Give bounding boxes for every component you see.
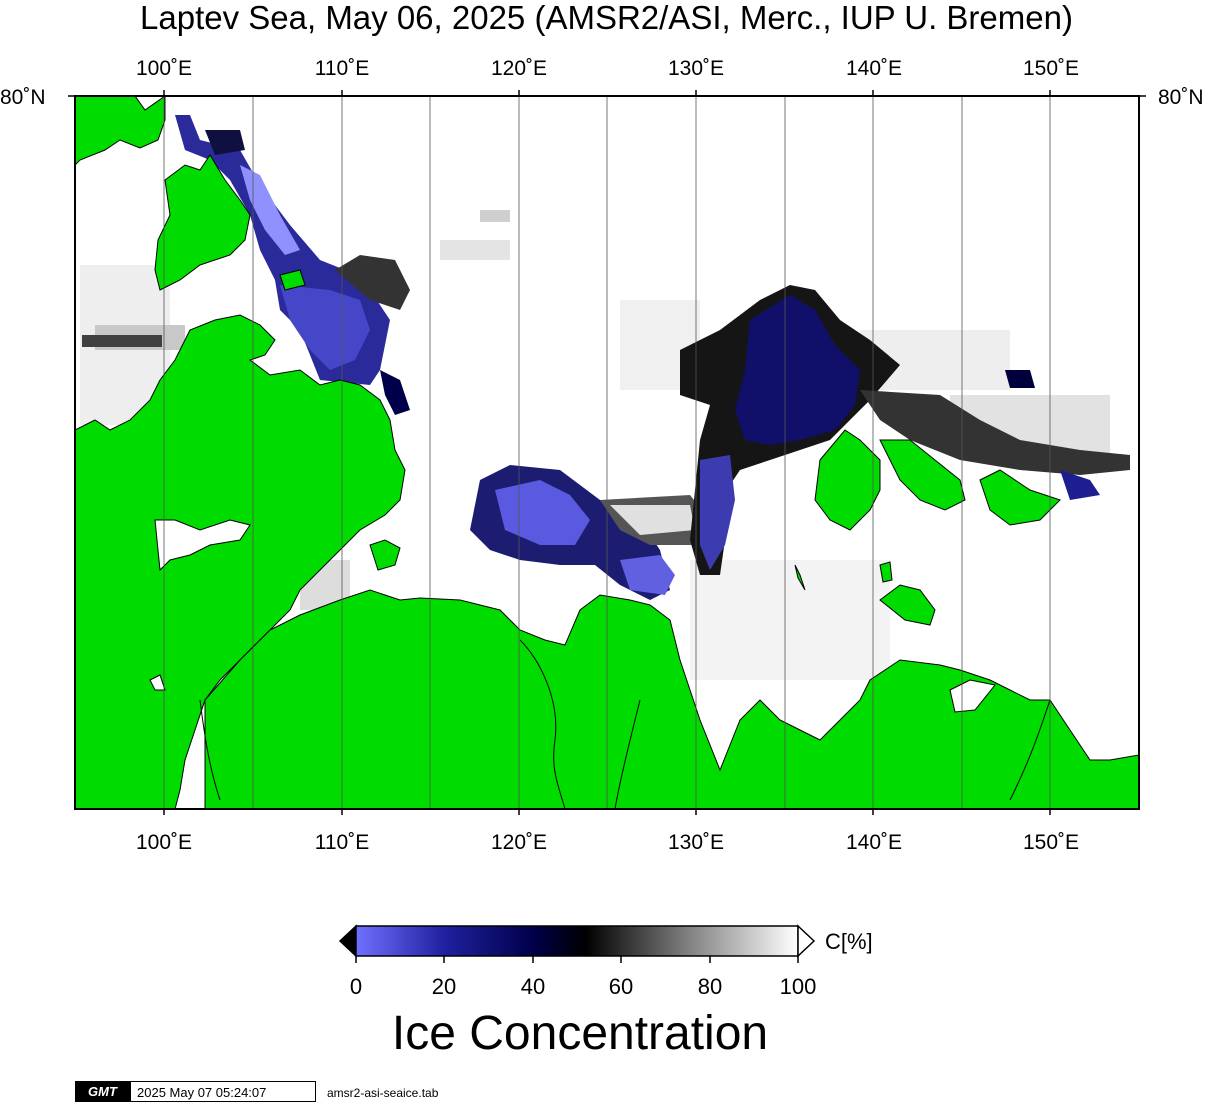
colorbar-tick-label: 100 xyxy=(779,974,817,999)
colorbar-tick-label: 40 xyxy=(520,974,546,999)
lon-label-top-150e: 150˚E xyxy=(1022,57,1080,80)
map-frame xyxy=(74,95,1140,810)
map-title: Laptev Sea, May 06, 2025 (AMSR2/ASI, Mer… xyxy=(140,0,1073,36)
sea-ice-field xyxy=(80,115,1130,680)
lon-label-top-140e: 140˚E xyxy=(845,57,903,80)
lon-label-bottom-140e: 140˚E xyxy=(845,831,903,854)
colorbar-unit-label: C[%] xyxy=(825,929,873,954)
lon-label-bottom-120e: 120˚E xyxy=(490,831,548,854)
lon-label-bottom-110e: 110˚E xyxy=(314,831,370,854)
colorbar-overflow-triangle xyxy=(797,924,816,958)
colorbar xyxy=(338,924,816,963)
lat-label-left: 80˚N xyxy=(0,86,46,109)
lon-label-top-130e: 130˚E xyxy=(667,57,725,80)
land-severnaya-zemlya-west xyxy=(75,96,166,166)
colorbar-tick-label: 80 xyxy=(697,974,723,999)
colorbar-gradient xyxy=(355,925,799,957)
lon-label-top-110e: 110˚E xyxy=(314,57,370,80)
land-small-island-2 xyxy=(794,564,806,591)
lon-label-top-120e: 120˚E xyxy=(490,57,548,80)
meridian-grid xyxy=(163,96,1051,809)
source-file-name: amsr2-asi-seaice.tab xyxy=(327,1086,439,1100)
laptev-sea-map xyxy=(68,90,1146,815)
land-kotelny-island xyxy=(814,429,881,531)
colorbar-tick-label: 0 xyxy=(349,974,363,999)
land-siberian-coast-central xyxy=(204,589,1139,809)
timestamp: 2025 May 07 05:24:07 xyxy=(130,1081,316,1102)
land-small-island-lena xyxy=(369,539,401,571)
lon-label-top-100e: 100˚E xyxy=(135,57,193,80)
colorbar-underflow-triangle xyxy=(338,924,357,958)
lat-label-right: 80˚N xyxy=(1158,86,1204,109)
land-taymyr-islet xyxy=(279,269,306,291)
land-stolbovoy-island xyxy=(879,584,936,626)
lon-label-bottom-150e: 150˚E xyxy=(1022,831,1080,854)
lon-label-bottom-100e: 100˚E xyxy=(135,831,193,854)
land-new-siberian-island-east xyxy=(879,439,966,511)
lon-label-bottom-130e: 130˚E xyxy=(667,831,725,854)
land-bolshevik-island xyxy=(154,154,251,291)
land-bolshoy-lyakhovsky xyxy=(879,561,893,583)
gmt-logo: GMT xyxy=(75,1081,130,1102)
legend-title: Ice Concentration xyxy=(391,1007,769,1060)
colorbar-tick-label: 20 xyxy=(431,974,457,999)
colorbar-tick-label: 60 xyxy=(608,974,634,999)
